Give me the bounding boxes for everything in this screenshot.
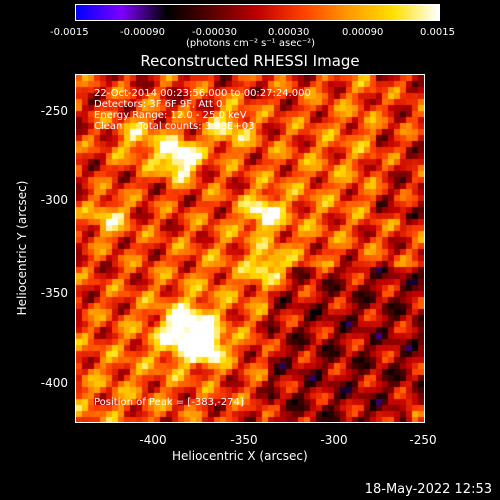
colorbar-tick: 0.00030: [268, 27, 310, 38]
x-tick-label: -250: [409, 433, 437, 447]
y-tick-label: -400: [40, 376, 68, 390]
x-tick-label: -350: [230, 433, 258, 447]
info-energy-range: Energy Range: 12.0 - 25.0 keV: [94, 110, 247, 121]
colorbar-tick: 0.00090: [342, 27, 384, 38]
x-axis-label: Heliocentric X (arcsec): [172, 449, 308, 463]
info-counts: Clean Total counts: 3.08E+03: [94, 121, 255, 132]
x-tick-label: -400: [139, 433, 167, 447]
info-detectors: Detectors: 3F 6F 9F, Att 0: [94, 99, 223, 110]
colorbar-tick: -0.0015: [50, 27, 89, 38]
colorbar: [75, 4, 440, 21]
y-tick-label: -300: [40, 193, 68, 207]
timestamp: 18-May-2022 12:53: [364, 482, 492, 497]
y-tick-label: -350: [40, 286, 68, 300]
x-tick-label: -300: [320, 433, 348, 447]
rhessi-image: [75, 74, 425, 423]
colorbar-tick: -0.00090: [120, 27, 165, 38]
peak-position-label: Position of Peak = [-383,-274]: [94, 397, 244, 408]
colorbar-tick: -0.00030: [192, 27, 237, 38]
colorbar-units: (photons cm⁻² s⁻¹ asec⁻²): [186, 38, 316, 49]
colorbar-tick: 0.0015: [420, 27, 455, 38]
y-tick-label: -250: [40, 104, 68, 118]
info-block: 22-Oct-2014 00:23:56.000 to 00:27:24.000…: [94, 88, 311, 132]
y-axis-label: Heliocentric Y (arcsec): [15, 180, 29, 316]
info-time-range: 22-Oct-2014 00:23:56.000 to 00:27:24.000: [94, 88, 311, 99]
plot-title: Reconstructed RHESSI Image: [140, 52, 360, 70]
image-heatmap: [76, 75, 424, 422]
